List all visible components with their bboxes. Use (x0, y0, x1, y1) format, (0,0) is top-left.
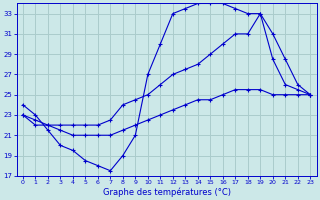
X-axis label: Graphe des températures (°C): Graphe des températures (°C) (103, 187, 231, 197)
